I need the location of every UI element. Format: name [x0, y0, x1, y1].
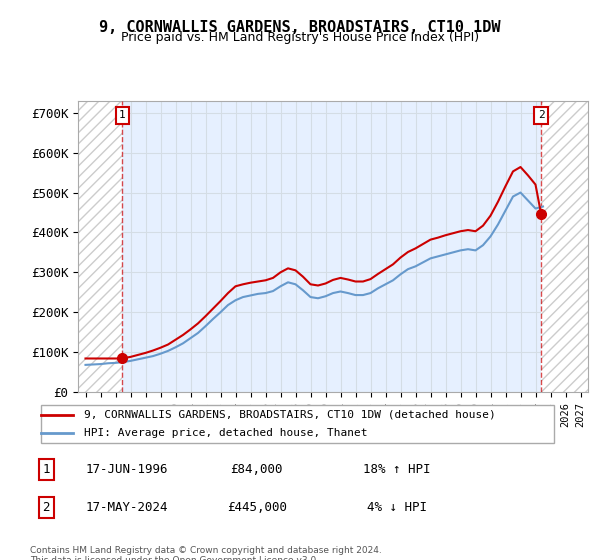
Bar — [541, 101, 588, 392]
Text: 4% ↓ HPI: 4% ↓ HPI — [367, 501, 427, 514]
Text: HPI: Average price, detached house, Thanet: HPI: Average price, detached house, Than… — [84, 428, 367, 438]
Text: 1: 1 — [119, 110, 126, 120]
Text: 2: 2 — [43, 501, 50, 514]
Text: £84,000: £84,000 — [230, 463, 283, 476]
Bar — [78, 101, 122, 392]
Text: 18% ↑ HPI: 18% ↑ HPI — [364, 463, 431, 476]
FancyBboxPatch shape — [41, 405, 554, 443]
Text: Price paid vs. HM Land Registry's House Price Index (HPI): Price paid vs. HM Land Registry's House … — [121, 31, 479, 44]
Text: Contains HM Land Registry data © Crown copyright and database right 2024.
This d: Contains HM Land Registry data © Crown c… — [30, 546, 382, 560]
Text: 9, CORNWALLIS GARDENS, BROADSTAIRS, CT10 1DW: 9, CORNWALLIS GARDENS, BROADSTAIRS, CT10… — [99, 20, 501, 35]
Text: 17-MAY-2024: 17-MAY-2024 — [86, 501, 169, 514]
Text: 17-JUN-1996: 17-JUN-1996 — [86, 463, 169, 476]
Text: 2: 2 — [538, 110, 545, 120]
Text: £445,000: £445,000 — [227, 501, 287, 514]
Text: 1: 1 — [43, 463, 50, 476]
Bar — [122, 101, 541, 392]
Text: 9, CORNWALLIS GARDENS, BROADSTAIRS, CT10 1DW (detached house): 9, CORNWALLIS GARDENS, BROADSTAIRS, CT10… — [84, 410, 496, 420]
